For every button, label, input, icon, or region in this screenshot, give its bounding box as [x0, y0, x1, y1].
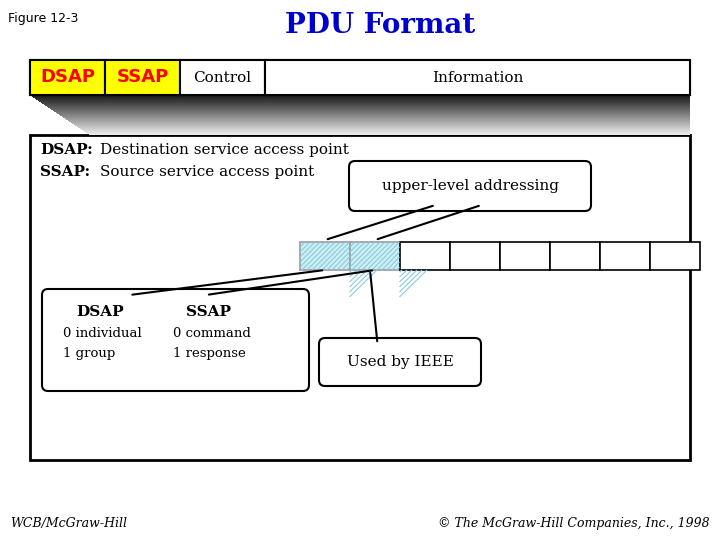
Bar	[350, 242, 400, 270]
Bar	[48, 107, 690, 108]
Bar	[78, 127, 690, 128]
Bar	[84, 131, 690, 132]
Text: 1 response: 1 response	[173, 347, 246, 360]
Bar	[265, 60, 690, 95]
Bar	[450, 242, 500, 270]
Text: 0 command: 0 command	[173, 327, 251, 340]
Bar	[42, 103, 690, 104]
Bar	[71, 122, 690, 123]
Bar	[650, 242, 700, 270]
Bar	[600, 242, 650, 270]
Text: SSAP:: SSAP:	[40, 165, 90, 179]
Bar	[65, 118, 690, 119]
Bar	[63, 117, 690, 118]
Bar	[57, 113, 690, 114]
Bar	[69, 121, 690, 122]
Bar	[81, 129, 690, 130]
Bar	[51, 109, 690, 110]
Text: WCB/McGraw-Hill: WCB/McGraw-Hill	[10, 517, 127, 530]
Bar	[68, 120, 690, 121]
Bar	[55, 112, 690, 113]
Text: SSAP: SSAP	[117, 69, 168, 86]
Bar	[30, 60, 690, 95]
Bar	[500, 242, 550, 270]
Bar	[60, 114, 690, 116]
Bar	[72, 123, 690, 124]
Text: Figure 12-3: Figure 12-3	[8, 12, 78, 25]
Bar	[87, 133, 690, 134]
Bar	[37, 100, 690, 101]
Text: Source service access point: Source service access point	[100, 165, 314, 179]
Text: SSAP: SSAP	[186, 305, 231, 319]
Bar	[33, 97, 690, 98]
FancyBboxPatch shape	[319, 338, 481, 386]
Text: Used by IEEE: Used by IEEE	[346, 355, 454, 369]
Bar	[47, 106, 690, 107]
Bar	[550, 242, 600, 270]
Text: Destination service access point: Destination service access point	[100, 143, 349, 157]
Bar	[30, 94, 690, 96]
Bar	[66, 119, 690, 120]
Bar	[75, 125, 690, 126]
Text: 1 group: 1 group	[63, 347, 115, 360]
Bar	[35, 98, 690, 99]
Bar	[89, 134, 690, 135]
Bar	[50, 107, 690, 109]
Bar	[86, 132, 690, 133]
Bar	[53, 110, 690, 111]
Text: Control: Control	[194, 71, 251, 84]
Bar	[32, 96, 690, 97]
FancyBboxPatch shape	[349, 161, 591, 211]
Bar	[79, 127, 690, 129]
Bar	[45, 105, 690, 106]
Bar	[61, 116, 690, 117]
Bar	[73, 124, 690, 125]
Bar	[58, 114, 690, 115]
Text: DSAP:: DSAP:	[40, 143, 93, 157]
Bar	[39, 100, 690, 102]
Text: 0 individual: 0 individual	[63, 327, 142, 340]
Bar	[54, 111, 690, 112]
Bar	[300, 242, 350, 270]
Bar	[36, 99, 690, 100]
Bar	[400, 242, 450, 270]
Bar	[180, 60, 265, 95]
Text: DSAP: DSAP	[76, 305, 124, 319]
Text: DSAP: DSAP	[40, 69, 95, 86]
Bar	[76, 126, 690, 127]
Bar	[105, 60, 180, 95]
Bar	[30, 135, 690, 460]
Bar	[30, 60, 105, 95]
FancyBboxPatch shape	[42, 289, 309, 391]
Text: PDU Format: PDU Format	[285, 12, 475, 39]
Bar	[83, 130, 690, 131]
Bar	[43, 104, 690, 105]
Bar	[40, 102, 690, 103]
Text: © The McGraw-Hill Companies, Inc., 1998: © The McGraw-Hill Companies, Inc., 1998	[438, 517, 710, 530]
Text: Information: Information	[432, 71, 523, 84]
Text: upper-level addressing: upper-level addressing	[382, 179, 559, 193]
